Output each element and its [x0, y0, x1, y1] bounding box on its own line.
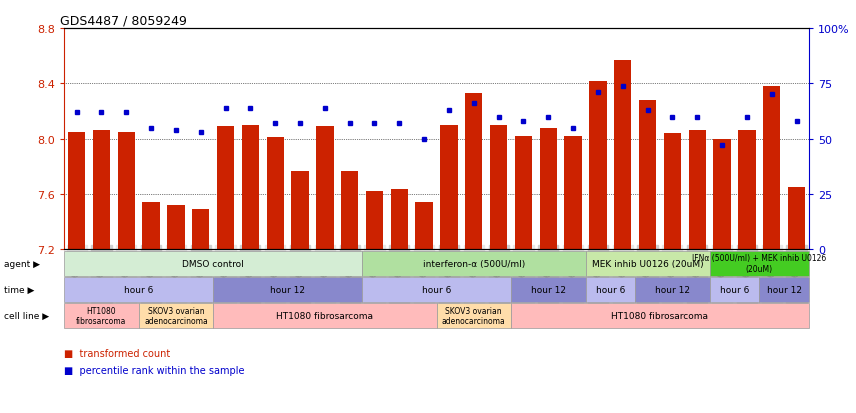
- Text: ■  percentile rank within the sample: ■ percentile rank within the sample: [64, 365, 245, 375]
- Bar: [763, 87, 781, 250]
- Text: hour 12: hour 12: [270, 285, 305, 294]
- Bar: [639, 101, 657, 250]
- Bar: [142, 203, 160, 250]
- Text: DMSO control: DMSO control: [182, 259, 244, 268]
- Text: hour 6: hour 6: [422, 285, 451, 294]
- Text: hour 6: hour 6: [596, 285, 625, 294]
- Text: hour 12: hour 12: [531, 285, 566, 294]
- Text: IFNα (500U/ml) + MEK inhib U0126
(20uM): IFNα (500U/ml) + MEK inhib U0126 (20uM): [693, 254, 826, 273]
- Bar: [366, 192, 383, 250]
- Bar: [92, 131, 110, 250]
- Text: SKOV3 ovarian
adenocarcinoma: SKOV3 ovarian adenocarcinoma: [144, 306, 208, 325]
- Bar: [266, 138, 284, 250]
- Text: hour 12: hour 12: [767, 285, 801, 294]
- Text: SKOV3 ovarian
adenocarcinoma: SKOV3 ovarian adenocarcinoma: [442, 306, 506, 325]
- Bar: [68, 133, 86, 250]
- Bar: [192, 210, 210, 250]
- Bar: [539, 128, 557, 250]
- Bar: [490, 126, 508, 250]
- Text: hour 6: hour 6: [124, 285, 153, 294]
- Text: cell line ▶: cell line ▶: [4, 311, 50, 320]
- Bar: [788, 188, 805, 250]
- Bar: [390, 189, 408, 250]
- Bar: [564, 137, 582, 250]
- Bar: [688, 131, 706, 250]
- Bar: [440, 126, 458, 250]
- Text: interferon-α (500U/ml): interferon-α (500U/ml): [423, 259, 525, 268]
- Text: HT1080 fibrosarcoma: HT1080 fibrosarcoma: [276, 311, 373, 320]
- Text: HT1080
fibrosarcoma: HT1080 fibrosarcoma: [76, 306, 127, 325]
- Bar: [117, 133, 135, 250]
- Bar: [738, 131, 756, 250]
- Bar: [589, 81, 607, 250]
- Bar: [167, 206, 185, 250]
- Bar: [241, 126, 259, 250]
- Bar: [316, 127, 334, 250]
- Text: time ▶: time ▶: [4, 285, 34, 294]
- Bar: [614, 61, 632, 250]
- Text: GDS4487 / 8059249: GDS4487 / 8059249: [61, 15, 187, 28]
- Text: hour 12: hour 12: [655, 285, 690, 294]
- Text: hour 6: hour 6: [720, 285, 749, 294]
- Text: agent ▶: agent ▶: [4, 259, 40, 268]
- Bar: [291, 171, 309, 250]
- Bar: [415, 203, 433, 250]
- Bar: [465, 94, 483, 250]
- Text: ■  transformed count: ■ transformed count: [64, 349, 170, 358]
- Bar: [713, 139, 731, 250]
- Text: MEK inhib U0126 (20uM): MEK inhib U0126 (20uM): [591, 259, 704, 268]
- Bar: [217, 127, 235, 250]
- Bar: [341, 171, 359, 250]
- Bar: [663, 134, 681, 250]
- Bar: [514, 137, 532, 250]
- Text: HT1080 fibrosarcoma: HT1080 fibrosarcoma: [611, 311, 709, 320]
